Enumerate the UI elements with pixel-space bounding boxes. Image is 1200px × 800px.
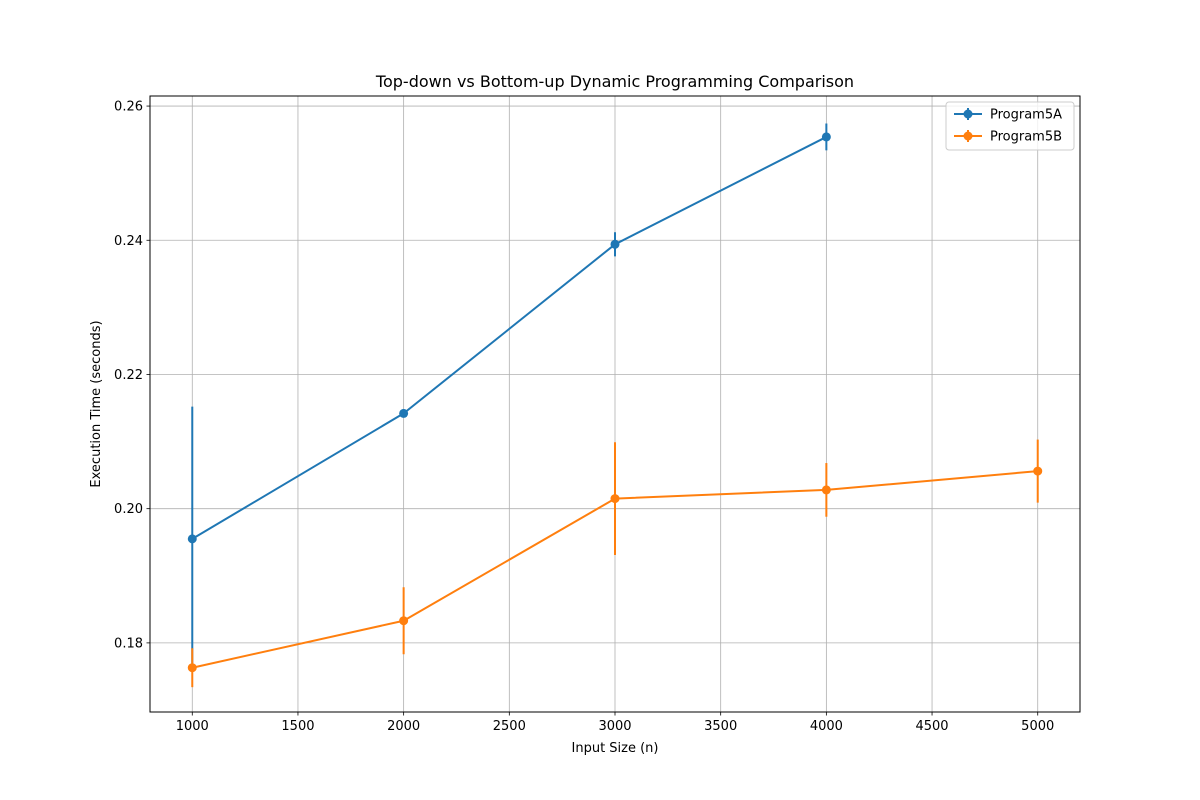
x-tick-label: 2500 xyxy=(493,719,526,734)
y-tick-label: 0.26 xyxy=(114,100,143,115)
series-line xyxy=(191,136,827,540)
x-tick-label: 2000 xyxy=(387,719,420,734)
y-tick-label: 0.24 xyxy=(114,234,143,249)
series-layer xyxy=(187,123,1043,688)
legend-item-program5b: Program5B xyxy=(954,130,1062,145)
data-point xyxy=(399,616,409,626)
data-point xyxy=(821,132,831,142)
series-program5b xyxy=(187,439,1043,688)
data-point xyxy=(821,485,831,495)
ticks-layer: 1000 1500 2000 2500 3000 3500 4000 4500 5000 0.18… xyxy=(114,100,1054,734)
legend-marker xyxy=(963,109,973,119)
legend: Program5A Program5B xyxy=(945,101,1075,151)
legend-label: Program5B xyxy=(990,130,1062,145)
data-point xyxy=(610,494,620,504)
chart-title: Top-down vs Bottom-up Dynamic Programmin… xyxy=(375,72,854,91)
data-point xyxy=(187,663,197,673)
x-tick-label: 5000 xyxy=(1021,719,1054,734)
x-tick-label: 4000 xyxy=(810,719,843,734)
y-tick-label: 0.22 xyxy=(114,368,143,383)
x-tick-label: 3000 xyxy=(598,719,631,734)
x-axis-title: Input Size (n) xyxy=(572,741,659,756)
data-point xyxy=(610,239,620,249)
legend-item-program5a: Program5A xyxy=(954,108,1062,123)
x-tick-label: 3500 xyxy=(704,719,737,734)
x-tick-label: 1500 xyxy=(281,719,314,734)
data-point xyxy=(1033,466,1043,476)
y-tick-label: 0.20 xyxy=(114,502,143,517)
legend-marker xyxy=(963,131,973,141)
series-program5a xyxy=(187,123,831,672)
x-tick-label: 4500 xyxy=(915,719,948,734)
x-tick-label: 1000 xyxy=(176,719,209,734)
legend-label: Program5A xyxy=(990,108,1062,123)
data-point xyxy=(187,534,197,544)
data-point xyxy=(399,408,409,418)
y-tick-label: 0.18 xyxy=(114,636,143,651)
y-axis-title: Execution Time (seconds) xyxy=(89,320,104,487)
